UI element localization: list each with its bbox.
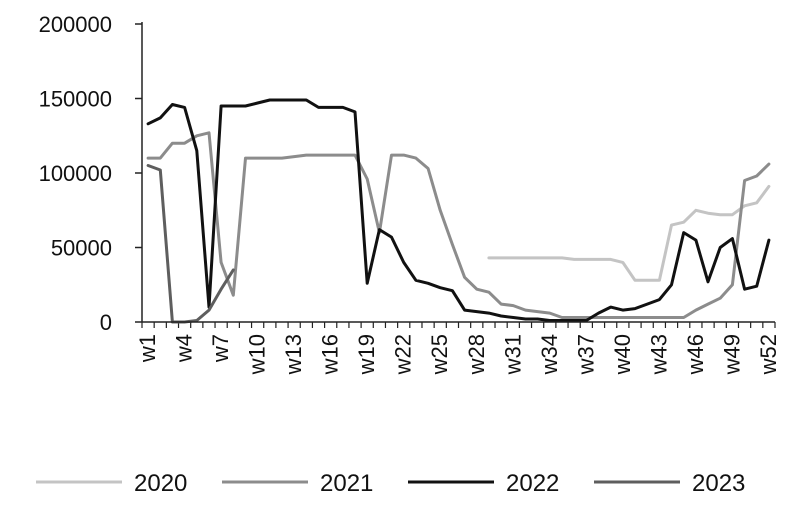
legend-label-2023: 2023	[692, 470, 745, 497]
legend-label-2021: 2021	[320, 470, 373, 497]
x-tick-label: w52	[756, 334, 781, 375]
x-tick-label: w46	[683, 334, 708, 375]
x-tick-label: w37	[573, 334, 598, 375]
legend-label-2022: 2022	[506, 470, 559, 497]
legend: 2020 2021 2022 2023	[36, 470, 745, 497]
y-tick-label: 150000	[39, 87, 112, 112]
x-tick-label: w19	[354, 334, 379, 375]
legend-label-2020: 2020	[134, 470, 187, 497]
series-line-2020	[487, 184, 771, 282]
y-tick-label: 100000	[39, 161, 112, 186]
x-tick-label: w49	[719, 334, 744, 375]
x-tick-label: w40	[610, 334, 635, 375]
x-tick-label: w4	[172, 334, 197, 363]
y-axis-ticks: 0 50000 100000 150000 200000	[39, 12, 142, 335]
series-line-2022	[146, 98, 771, 322]
series-line-2021	[146, 131, 771, 319]
x-tick-label: w13	[281, 334, 306, 375]
x-axis-ticks: w1 w4 w7 w10 w13 w16 w19 w22 w25 w28 w31 w34 w37 w40 w…	[135, 322, 781, 375]
y-tick-label: 0	[100, 310, 112, 335]
x-tick-label: w22	[391, 334, 416, 375]
x-tick-label: w34	[537, 334, 562, 375]
y-tick-label: 200000	[39, 12, 112, 37]
series-lines	[146, 98, 771, 324]
x-tick-label: w10	[245, 334, 270, 375]
x-tick-label: w1	[135, 334, 160, 363]
y-tick-label: 50000	[51, 236, 112, 261]
x-tick-label: w16	[318, 334, 343, 375]
x-tick-label: w28	[464, 334, 489, 375]
x-tick-label: w7	[208, 334, 233, 363]
x-tick-label: w43	[646, 334, 671, 375]
x-tick-label: w25	[427, 334, 452, 375]
x-tick-label: w31	[500, 334, 525, 375]
